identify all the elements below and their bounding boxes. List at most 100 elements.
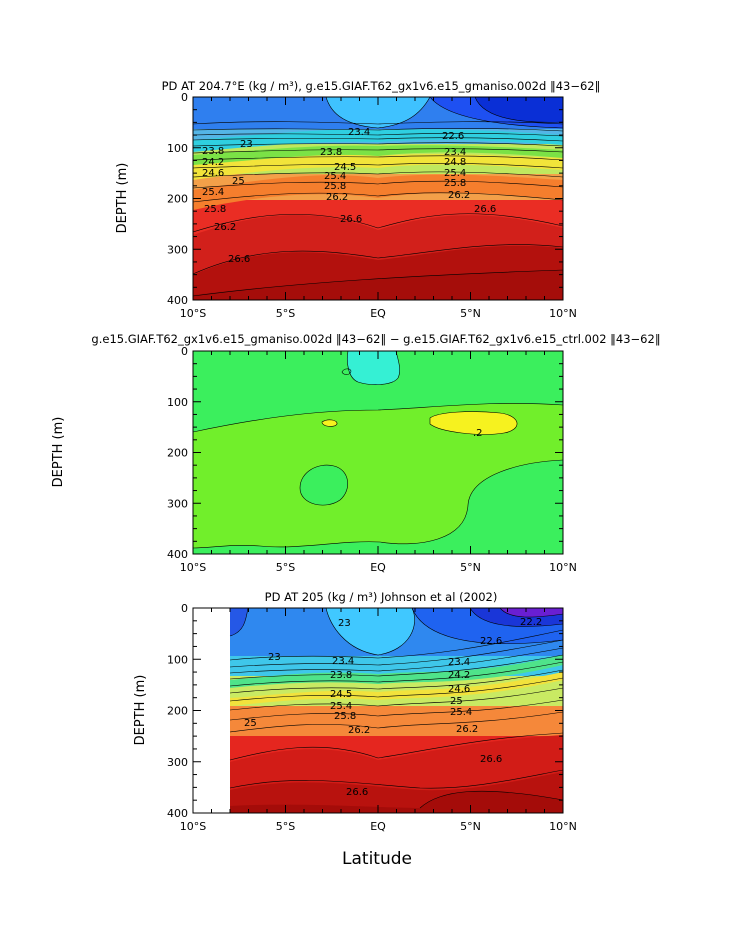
panel-2-contour bbox=[193, 459, 563, 549]
panel-3-contour bbox=[499, 608, 563, 618]
y-tick-label: 400 bbox=[167, 807, 188, 820]
x-axis-label: Latitude bbox=[342, 849, 412, 869]
panel-2: g.e15.GIAF.T62_gx1v6.e15_gmaniso.002d ‖4… bbox=[51, 332, 661, 574]
panel-3-bottom-zone bbox=[230, 791, 563, 813]
panel-3-contour-label: 23.4 bbox=[332, 656, 354, 667]
panel-3-contour bbox=[229, 639, 563, 668]
y-tick-label: 0 bbox=[181, 345, 188, 358]
panel-1-contour bbox=[193, 137, 563, 142]
panel-2-field bbox=[193, 351, 563, 554]
panel-2-contour bbox=[321, 419, 338, 427]
panel-1-contour-label: 25 bbox=[232, 176, 245, 187]
panel-1-contour-label: 23.8 bbox=[320, 147, 342, 158]
panel-3-contour-label: 25 bbox=[450, 696, 463, 707]
panel-1-contour bbox=[193, 180, 563, 189]
panel-3-contour-label: 26.6 bbox=[480, 754, 502, 765]
panel-2-x-ticks: 10°S 5°S EQ 5°N 10°N bbox=[180, 351, 577, 574]
panel-3-contour bbox=[229, 647, 563, 674]
panel-1-contour-label: 23.4 bbox=[348, 127, 370, 138]
panel-3-contour-label: 24.2 bbox=[448, 670, 470, 681]
panel-1-contour bbox=[325, 97, 431, 129]
panel-1-contour-label: 25.4 bbox=[444, 168, 466, 179]
panel-3-contour-lines bbox=[229, 608, 563, 809]
panel-2-contour-lines bbox=[193, 351, 563, 549]
panel-3-contour-label: 23 bbox=[268, 652, 281, 663]
y-tick-label: 300 bbox=[167, 243, 188, 256]
panel-3-contour bbox=[229, 687, 563, 711]
panel-1-contour-lines bbox=[193, 97, 563, 297]
x-tick-label: 10°N bbox=[549, 561, 577, 574]
y-tick-label: 200 bbox=[167, 193, 188, 206]
y-tick-label: 400 bbox=[167, 548, 188, 561]
panel-3-contour-label: 26.6 bbox=[346, 787, 368, 798]
x-tick-label: 5°N bbox=[460, 820, 481, 833]
panel-1-contour bbox=[193, 213, 563, 233]
panel-3-title: PD AT 205 (kg / m³) Johnson et al (2002) bbox=[265, 590, 498, 604]
x-tick-label: 10°N bbox=[549, 307, 577, 320]
panel-1-contour-label: 23.8 bbox=[202, 146, 224, 157]
panel-3-y-ticks: 0 100 200 300 400 bbox=[167, 602, 563, 820]
panel-1-contour bbox=[474, 97, 563, 123]
panel-3-contour-label: 26.2 bbox=[348, 725, 370, 736]
x-tick-label: 5°S bbox=[276, 820, 295, 833]
x-tick-label: 10°N bbox=[549, 820, 577, 833]
y-tick-label: 100 bbox=[167, 396, 188, 409]
panel-1-green-zone bbox=[193, 145, 563, 165]
panel-2-contour bbox=[341, 368, 352, 375]
x-tick-label: 10°S bbox=[180, 561, 206, 574]
panel-3-contour-label: 24.6 bbox=[448, 684, 470, 695]
y-tick-label: 300 bbox=[167, 497, 188, 510]
x-tick-label: 10°S bbox=[180, 820, 206, 833]
panel-3-contour-label: 23.4 bbox=[448, 657, 470, 668]
panel-3: PD AT 205 (kg / m³) Johnson et al (2002) bbox=[133, 590, 577, 833]
panel-1-contour bbox=[193, 155, 563, 161]
panel-3-contour bbox=[229, 661, 563, 687]
panel-3-contour bbox=[229, 769, 563, 789]
x-tick-label: EQ bbox=[370, 307, 386, 320]
panel-3-green-zone bbox=[230, 655, 563, 688]
panel-1-contour bbox=[193, 244, 563, 275]
panel-1-contour bbox=[193, 192, 563, 203]
panel-3-yellow-zone bbox=[230, 672, 563, 706]
x-tick-label: EQ bbox=[370, 561, 386, 574]
panel-1-orange-zone bbox=[193, 174, 563, 210]
panel-3-contour-label: 24.5 bbox=[330, 689, 352, 700]
y-tick-label: 200 bbox=[167, 447, 188, 460]
panel-1-contour bbox=[193, 148, 563, 154]
panel-3-contour-labels: 23 25 23 23.4 23.8 24.5 25.4 25.8 26.2 2… bbox=[244, 617, 542, 798]
panel-2-contour-label: .2 bbox=[473, 428, 483, 439]
y-tick-label: 300 bbox=[167, 756, 188, 769]
panel-3-contour bbox=[419, 790, 563, 809]
panel-3-contour-label: 26.2 bbox=[456, 724, 478, 735]
panel-2-ylabel: DEPTH (m) bbox=[51, 417, 66, 488]
panel-3-purple-zone bbox=[500, 608, 563, 618]
panel-1-navy-blob bbox=[475, 97, 563, 123]
panel-3-contour-label: 25.4 bbox=[450, 707, 472, 718]
y-tick-label: 100 bbox=[167, 142, 188, 155]
panel-1-contour-label: 23.4 bbox=[444, 147, 466, 158]
panel-3-left-blue-strip bbox=[230, 608, 248, 636]
panel-1-contour-label: 24.5 bbox=[334, 162, 356, 173]
panel-1-contour-label: 26.2 bbox=[214, 222, 236, 233]
panel-2-contour bbox=[299, 464, 348, 506]
panel-1-contour-label: 24.2 bbox=[202, 157, 224, 168]
x-tick-label: 5°N bbox=[460, 561, 481, 574]
panel-3-contour-label: 25.4 bbox=[330, 701, 352, 712]
panel-2-y-ticks: 0 100 200 300 400 bbox=[167, 345, 563, 561]
panel-2-title: g.e15.GIAF.T62_gx1v6.e15_gmaniso.002d ‖4… bbox=[91, 332, 660, 346]
panel-1-title: PD AT 204.7°E (kg / m³), g.e15.GIAF.T62_… bbox=[162, 79, 601, 93]
panel-1-contour-label: 22.6 bbox=[442, 131, 464, 142]
x-tick-label: EQ bbox=[370, 820, 386, 833]
y-tick-label: 0 bbox=[181, 602, 188, 615]
x-tick-label: 5°S bbox=[276, 307, 295, 320]
panel-1-contour-label: 25.8 bbox=[444, 178, 466, 189]
panel-1-x-ticks: 10°S 5°S EQ 5°N 10°N bbox=[180, 97, 577, 320]
panel-3-contour-label: 22.2 bbox=[520, 617, 542, 628]
panel-1-contour-label: 25.8 bbox=[324, 181, 346, 192]
panel-2-contour bbox=[193, 403, 563, 433]
x-tick-label: 10°S bbox=[180, 307, 206, 320]
panel-3-contour-label: 25 bbox=[244, 718, 257, 729]
panel-3-contour bbox=[229, 699, 563, 721]
panel-1-yellow-zone bbox=[193, 154, 563, 180]
